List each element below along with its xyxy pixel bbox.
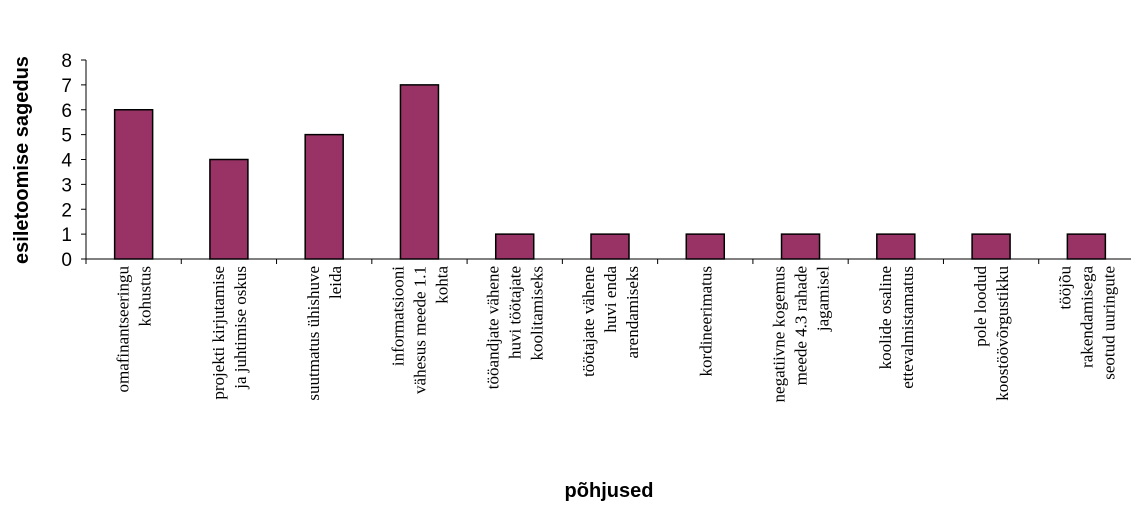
x-category-label-line: informatsiooni (389, 266, 408, 366)
bar (876, 233, 916, 260)
x-category-label: pole loodud koostöövõrgustikku (971, 266, 1012, 401)
x-category-label-line: rakendamisega (1077, 266, 1096, 368)
x-category-label-line: suutmatus ühishuve (304, 266, 323, 401)
x-category-label: projekti kirjutamise ja juhtimise oskus (209, 266, 250, 400)
y-axis-title: esiletoomise sagedus (11, 56, 33, 264)
x-category-label-line: ja juhtimise oskus (231, 266, 250, 390)
y-tick-label: 6 (61, 101, 72, 122)
x-category-label-line: tööjõu (1055, 266, 1074, 310)
x-category-label-line: huvi enda (601, 266, 620, 333)
x-category-label: tööjõu rakendamisega seotud uuringute (1055, 266, 1118, 380)
x-category-label-line: kohta (433, 266, 452, 304)
bar (113, 109, 154, 260)
y-tick-label: 0 (61, 250, 72, 271)
y-tick-label: 8 (61, 51, 72, 72)
x-category-label-line: töötajate vähene (579, 266, 598, 377)
x-category-label-line: huvi töötajate (506, 266, 525, 359)
y-tick-label: 5 (61, 126, 72, 147)
y-tick-label: 4 (61, 151, 72, 172)
x-category-label: töötajate vähene huvi enda arendamiseks (579, 266, 642, 377)
x-category-label: kordineerimatus (696, 266, 715, 376)
x-category-label-line: jagamisel (814, 266, 833, 332)
x-category-label-line: meede 4.3 rahade (792, 266, 811, 385)
x-category-label-line: koostöövõrgustikku (993, 266, 1012, 401)
x-category-label: suutmatus ühishuve leida (304, 266, 345, 401)
x-category-label-line: ettevalmistamatus (898, 266, 917, 389)
x-category-label-line: vähesus meede 1.1 (411, 266, 430, 394)
y-tick-labels: 0 1 2 3 4 5 6 7 8 (61, 51, 72, 271)
x-category-label-line: leida (326, 266, 345, 299)
x-category-labels: omafinantseeringu kohustus projekti kirjut… (114, 266, 1119, 403)
y-tick-label: 2 (61, 200, 72, 221)
x-category-label-line: projekti kirjutamise (209, 266, 228, 400)
x-category-label-line: koolitamiseks (528, 266, 547, 360)
x-axis-title: põhjused (565, 480, 654, 502)
y-tick-label: 7 (61, 76, 72, 97)
bar (304, 133, 344, 260)
bar (971, 233, 1011, 260)
x-category-label-line: arendamiseks (623, 266, 642, 359)
bar (494, 233, 535, 260)
x-category-label-line: kohustus (136, 266, 155, 326)
x-category-label-line: kordineerimatus (696, 266, 715, 376)
y-tick-label: 1 (61, 225, 72, 246)
x-category-label-line: koolide osaline (876, 266, 895, 369)
x-category-label-line: pole loodud (971, 266, 990, 347)
y-tick-label: 3 (61, 175, 72, 196)
bar (1066, 233, 1107, 260)
axes-group (81, 59, 1131, 264)
x-category-label-line: negatiivne kogemus (770, 266, 789, 402)
x-category-label: tööandjate vähene huvi töötajate koolitami… (484, 266, 547, 389)
x-category-label: koolide osaline ettevalmistamatus (876, 266, 917, 389)
bar (780, 233, 821, 260)
x-category-label: omafinantseeringu kohustus (114, 266, 155, 393)
x-category-label: negatiivne kogemus meede 4.3 rahade jagami… (770, 266, 833, 403)
bar (209, 158, 249, 260)
bar (590, 233, 630, 260)
x-category-label: informatsiooni vähesus meede 1.1 kohta (389, 266, 452, 394)
bars-group (113, 84, 1107, 260)
x-category-label-line: omafinantseeringu (114, 266, 133, 393)
bar (399, 84, 440, 260)
x-category-label-line: tööandjate vähene (484, 266, 503, 389)
bar (685, 233, 726, 260)
x-category-label-line: seotud uuringute (1099, 266, 1118, 380)
